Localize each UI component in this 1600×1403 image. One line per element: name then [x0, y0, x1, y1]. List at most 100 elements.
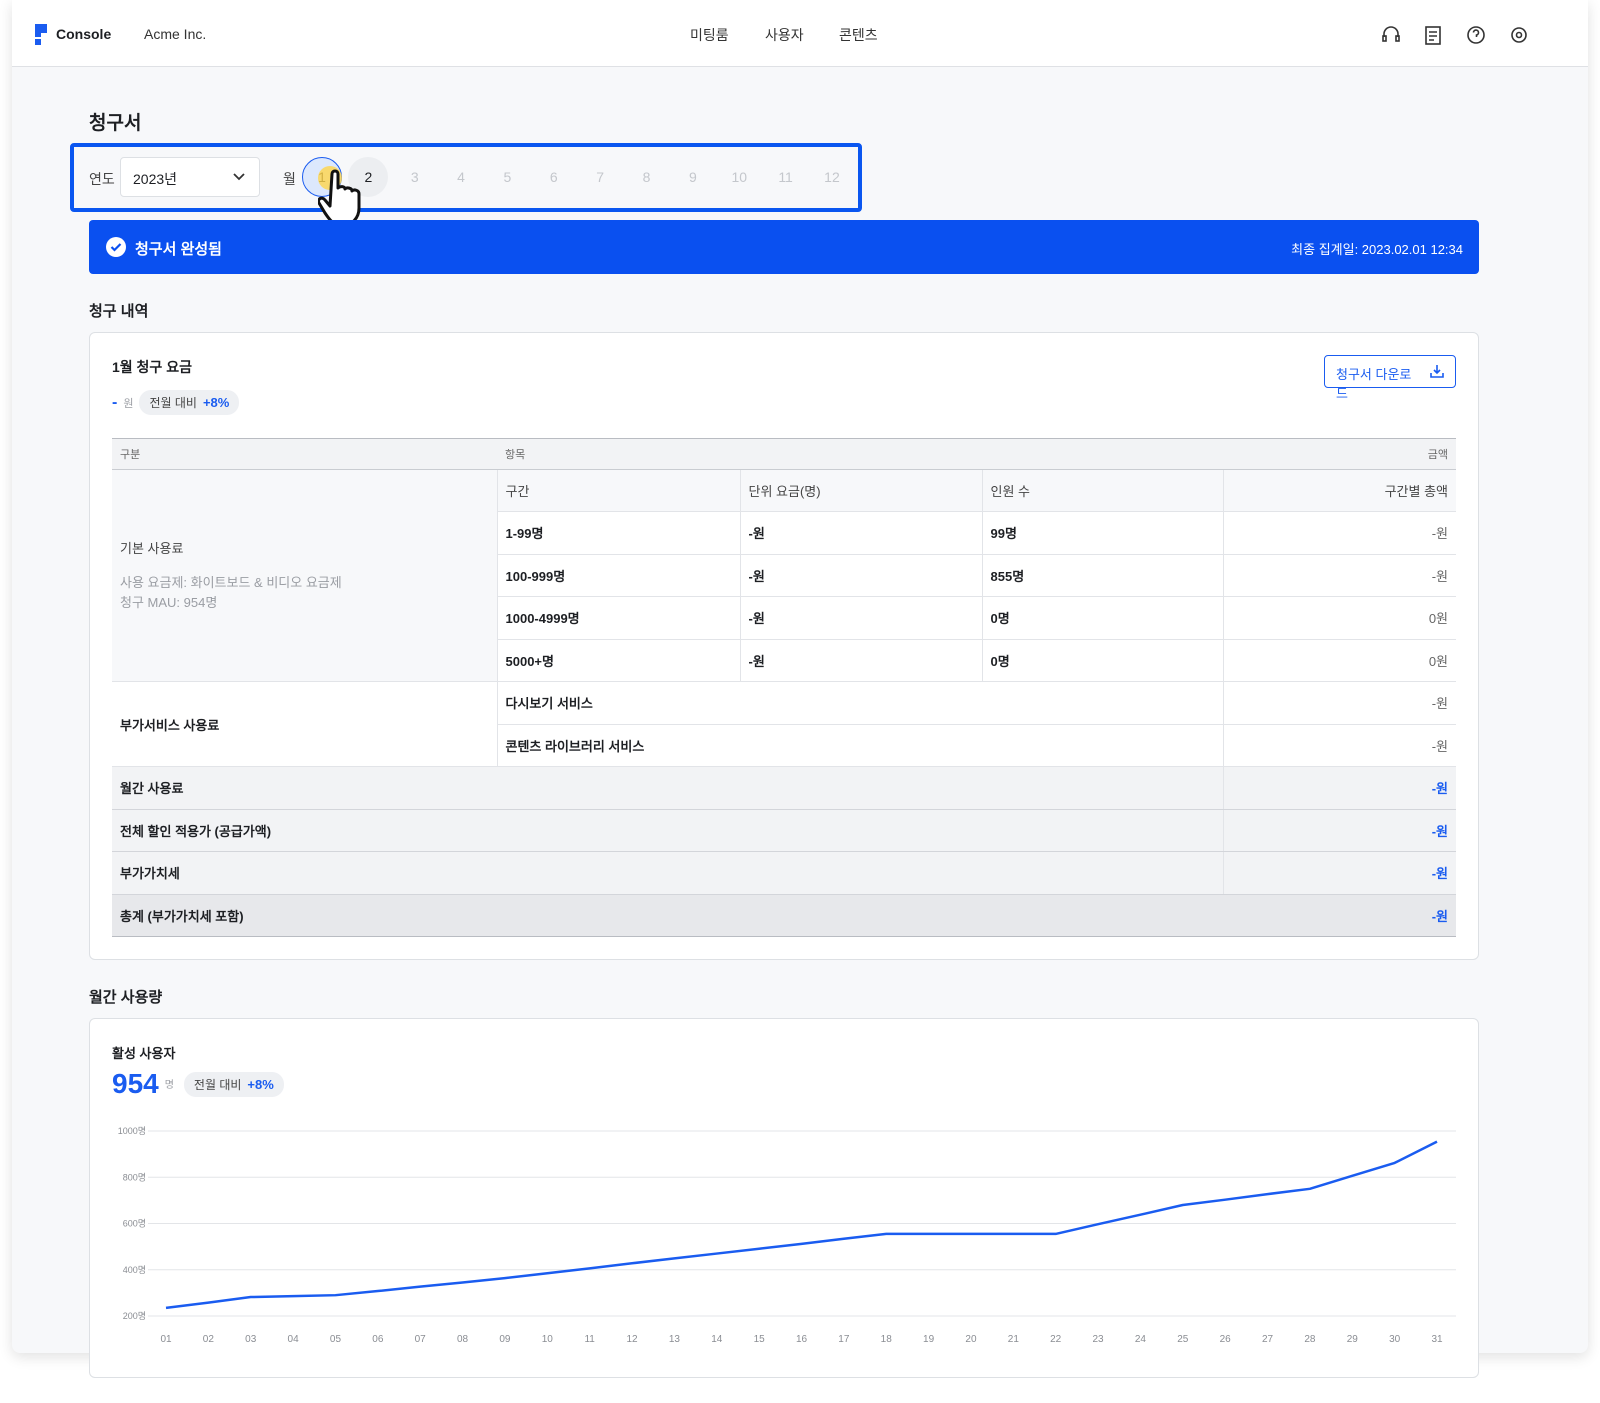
- docs-icon[interactable]: [1425, 26, 1441, 45]
- check-icon: [106, 237, 126, 257]
- base-row: 1000-4999명 -원 0명 0원: [112, 596, 1457, 640]
- x-tick-label: 03: [245, 1334, 257, 1345]
- download-icon: [1430, 365, 1444, 378]
- table-cell: -원: [739, 554, 982, 597]
- table-cell: 구간별 총액: [1222, 469, 1457, 512]
- table-cell: 콘텐츠 라이브러리 서비스: [496, 724, 1224, 767]
- table-cell: 1000-4999명: [496, 596, 740, 640]
- table-cell: -원: [1222, 554, 1457, 597]
- last-updated: 최종 집계일: 2023.02.01 12:34: [1291, 242, 1463, 257]
- table-cell: -원: [739, 639, 982, 682]
- table-cell: -원: [1222, 681, 1457, 725]
- month-button[interactable]: 12: [824, 169, 840, 185]
- base-label: 기본 사용료: [120, 541, 184, 556]
- usage-value: 954: [112, 1068, 159, 1099]
- month-button[interactable]: 6: [549, 169, 558, 185]
- y-tick-label: 200명: [123, 1311, 146, 1321]
- month-button[interactable]: 10: [731, 169, 748, 185]
- table-cell: 0명: [981, 639, 1224, 682]
- logo-icon: [35, 24, 47, 45]
- table-cell: 월간 사용료: [112, 766, 1224, 810]
- month-button[interactable]: 7: [596, 169, 605, 185]
- highlight-box: [70, 143, 862, 212]
- nav-item[interactable]: 사용자: [765, 27, 804, 43]
- top-bar: [12, 0, 1588, 67]
- status-text: 청구서 완성됨: [135, 241, 222, 258]
- logo[interactable]: Console: [56, 26, 112, 42]
- help-icon[interactable]: [1467, 26, 1485, 44]
- year-select[interactable]: 2023년: [120, 157, 260, 197]
- data-line: [165, 1140, 1438, 1310]
- table-cell: 총계 (부가가치세 포함): [112, 894, 1224, 937]
- nav-item[interactable]: 미팅룸: [690, 27, 729, 43]
- compare-label: 전월 대비: [149, 396, 197, 410]
- chevron: [233, 173, 245, 181]
- section-title: 월간 사용량: [89, 989, 163, 1006]
- x-tick-label: 26: [1220, 1334, 1232, 1345]
- addon-row: 콘텐츠 라이브러리 서비스 -원: [112, 724, 1457, 767]
- base-detail: 청구 MAU: 954명: [120, 595, 218, 610]
- support-icon[interactable]: [1382, 26, 1400, 42]
- month-button[interactable]: 11: [778, 169, 793, 185]
- table-cell: -원: [1222, 724, 1457, 767]
- x-tick-label: 28: [1304, 1334, 1316, 1345]
- month-button[interactable]: 9: [688, 169, 697, 185]
- compare-badge: 전월 대비 +8%: [139, 390, 240, 415]
- table-cell: 부가서비스 사용료: [112, 681, 497, 767]
- x-tick-label: 02: [203, 1334, 215, 1345]
- y-tick-label: 800명: [123, 1172, 146, 1182]
- table-cell: 부가가치세: [112, 851, 1224, 895]
- org-name[interactable]: Acme Inc.: [144, 26, 207, 42]
- x-tick-label: 31: [1431, 1334, 1443, 1345]
- amount: -: [112, 393, 118, 411]
- table-cell: 구간: [496, 469, 740, 512]
- x-tick-label: 13: [669, 1334, 681, 1345]
- x-tick-label: 06: [372, 1334, 384, 1345]
- month-button[interactable]: 4: [457, 169, 465, 185]
- month-button[interactable]: 8: [642, 169, 651, 185]
- base-detail: 사용 요금제: 화이트보드 & 비디오 요금제: [120, 575, 342, 590]
- table-cell: 금액: [1223, 438, 1457, 470]
- summary-row: 총계 (부가가치세 포함) -원: [112, 894, 1457, 937]
- table-cell: 인원 수: [981, 469, 1224, 512]
- y-tick-label: 600명: [123, 1219, 146, 1229]
- download-label: 청구서 다운로드: [1336, 367, 1412, 401]
- nav-item[interactable]: 콘텐츠: [839, 27, 878, 43]
- x-tick-label: 01: [160, 1334, 172, 1345]
- x-tick-label: 24: [1135, 1334, 1147, 1345]
- summary-row: 전체 할인 적용가 (공급가액) -원: [112, 809, 1457, 852]
- header-icons: [1382, 26, 1527, 45]
- addon-row: 부가서비스 사용료 다시보기 서비스 -원: [112, 681, 1457, 767]
- compare-label: 전월 대비: [193, 1077, 242, 1092]
- base-row: 5000+명 -원 0명 0원: [112, 639, 1457, 682]
- x-tick-label: 25: [1177, 1334, 1189, 1345]
- x-tick-label: 05: [330, 1334, 342, 1345]
- x-tick-label: 18: [881, 1334, 893, 1345]
- table-cell: -원: [1222, 809, 1457, 852]
- section-title: 청구 내역: [89, 303, 149, 320]
- pointer-cursor: [318, 166, 361, 227]
- x-tick-label: 30: [1389, 1334, 1401, 1345]
- table-cell: -원: [739, 596, 982, 640]
- status-banner: 청구서 완성됨 최종 집계일: 2023.02.01 12:34: [89, 220, 1479, 274]
- year-value: 2023년: [133, 171, 178, 187]
- compare-value: +8%: [247, 1076, 274, 1092]
- month-button[interactable]: 3: [410, 169, 419, 185]
- summary-row: 월간 사용료 -원: [112, 766, 1457, 810]
- x-tick-label: 19: [923, 1334, 935, 1345]
- compare-value: +8%: [202, 395, 230, 410]
- x-tick-label: 10: [542, 1334, 554, 1345]
- table-cell: 0원: [1222, 596, 1457, 640]
- x-tick-label: 17: [838, 1334, 850, 1345]
- year-label: 연도: [89, 171, 115, 187]
- settings-icon[interactable]: [1511, 27, 1527, 43]
- month-button[interactable]: 5: [503, 169, 512, 185]
- download-button[interactable]: 청구서 다운로드: [1324, 355, 1456, 401]
- table-cell: 구분: [112, 438, 497, 470]
- table-header: 구분 항목 금액: [112, 438, 1457, 470]
- x-tick-label: 20: [965, 1334, 977, 1345]
